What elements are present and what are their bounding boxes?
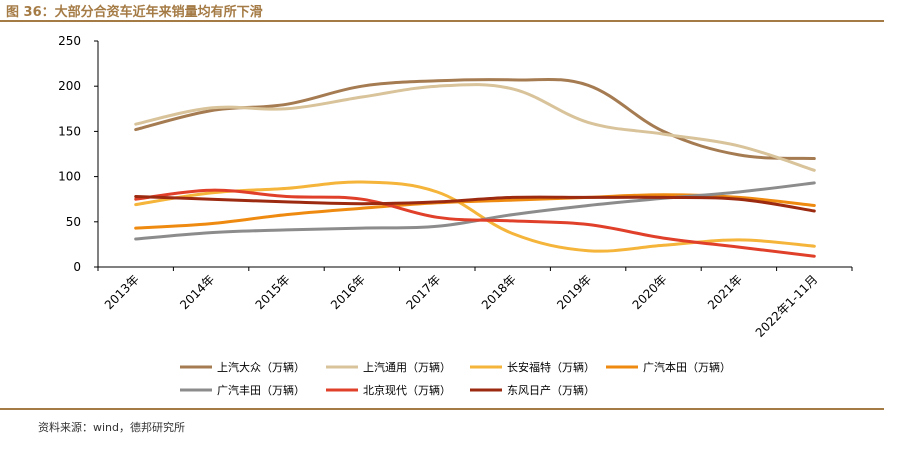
legend-item: 长安福特（万辆） bbox=[470, 360, 595, 374]
x-tick-label: 2020年 bbox=[630, 272, 670, 312]
legend-label: 北京现代（万辆） bbox=[363, 383, 451, 397]
legend-label: 东风日产（万辆） bbox=[507, 383, 595, 397]
legend-item: 东风日产（万辆） bbox=[470, 383, 595, 397]
x-tick-label: 2022年1-11月 bbox=[753, 272, 821, 340]
y-tick-label: 50 bbox=[66, 215, 81, 229]
legend-label: 广汽本田（万辆） bbox=[643, 360, 731, 374]
series-line-1 bbox=[134, 77, 816, 160]
y-tick-label: 0 bbox=[73, 260, 81, 274]
series-line-2 bbox=[134, 83, 816, 172]
x-tick-label: 2021年 bbox=[705, 272, 745, 312]
series-line-6 bbox=[134, 188, 816, 258]
figure-title: 图 36：大部分合资车近年来销量均有所下滑 bbox=[6, 5, 263, 20]
legend-item: 广汽丰田（万辆） bbox=[180, 383, 305, 397]
chart-series bbox=[134, 77, 816, 258]
y-tick-label: 200 bbox=[58, 79, 81, 93]
x-tick-label: 2015年 bbox=[253, 272, 293, 312]
legend-label: 广汽丰田（万辆） bbox=[217, 383, 305, 397]
y-tick-label: 150 bbox=[58, 124, 81, 138]
x-tick-label: 2017年 bbox=[403, 272, 443, 312]
legend-item: 上汽大众（万辆） bbox=[180, 360, 305, 374]
series-line-7 bbox=[134, 195, 816, 213]
legend-item: 北京现代（万辆） bbox=[326, 383, 451, 397]
y-tick-label: 250 bbox=[58, 34, 81, 48]
source-note: 资料来源：wind，德邦研究所 bbox=[38, 421, 186, 434]
legend-label: 长安福特（万辆） bbox=[507, 360, 595, 374]
top-divider bbox=[0, 20, 884, 22]
x-tick-label: 2019年 bbox=[554, 272, 594, 312]
x-tick-label: 2016年 bbox=[328, 272, 368, 312]
legend-label: 上汽通用（万辆） bbox=[363, 360, 451, 374]
bottom-divider bbox=[0, 408, 884, 410]
chart-legend: 上汽大众（万辆） 上汽通用（万辆） 长安福特（万辆） 广汽本田（万辆） 广汽丰田（万辆）… bbox=[180, 360, 731, 397]
x-tick-label: 2018年 bbox=[479, 272, 519, 312]
x-tick-label: 2013年 bbox=[102, 272, 142, 312]
legend-label: 上汽大众（万辆） bbox=[217, 360, 305, 374]
legend-item: 上汽通用（万辆） bbox=[326, 360, 451, 374]
x-tick-label: 2014年 bbox=[177, 272, 217, 312]
y-tick-label: 100 bbox=[58, 170, 81, 184]
legend-item: 广汽本田（万辆） bbox=[606, 360, 731, 374]
